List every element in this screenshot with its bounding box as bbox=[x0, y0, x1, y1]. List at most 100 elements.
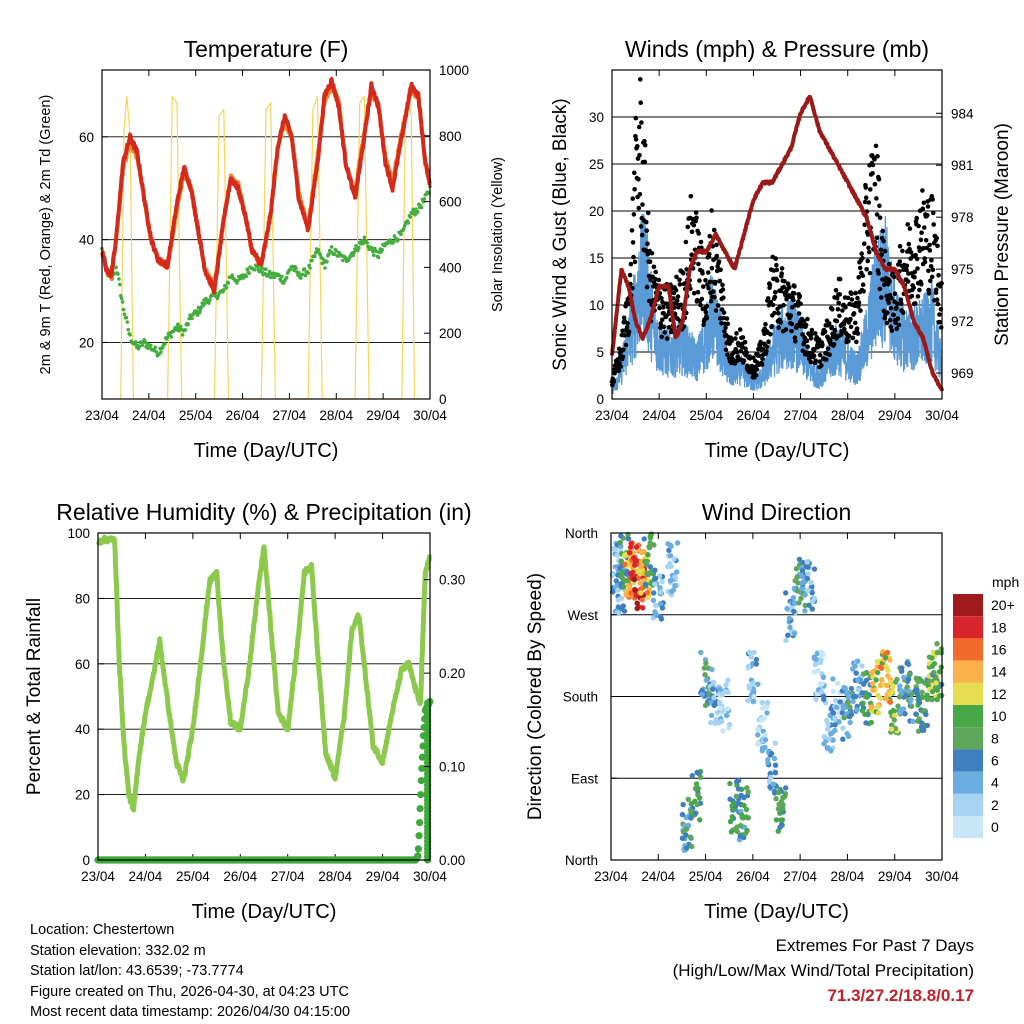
y-axis-label: Sonic Wind & Gust (Blue, Black) bbox=[550, 98, 571, 370]
x-tick-label: 23/04 bbox=[81, 869, 115, 884]
y-tick-label: 80 bbox=[75, 591, 90, 606]
x-tick-label: 25/04 bbox=[176, 869, 210, 884]
gust-point bbox=[929, 258, 934, 263]
gust-point bbox=[721, 295, 726, 301]
dewpoint-point bbox=[422, 197, 427, 201]
dewpoint-point bbox=[118, 294, 123, 298]
direction-point bbox=[809, 590, 815, 596]
gust-point bbox=[718, 267, 723, 273]
gust-point bbox=[800, 332, 805, 337]
direction-point bbox=[804, 559, 810, 565]
gust-point bbox=[653, 269, 658, 275]
gust-point bbox=[737, 327, 743, 332]
gust-point bbox=[828, 338, 833, 343]
gust-point bbox=[798, 301, 803, 307]
dewpoint-point bbox=[154, 350, 159, 354]
dewpoint-point bbox=[374, 249, 379, 254]
y2-tick-label: 969 bbox=[951, 366, 974, 381]
direction-point bbox=[888, 679, 894, 686]
direction-point bbox=[614, 552, 620, 558]
colorbar-label: 6 bbox=[991, 753, 999, 769]
gust-point bbox=[877, 203, 882, 209]
direction-point bbox=[811, 566, 818, 572]
gust-point bbox=[712, 295, 717, 300]
direction-point bbox=[751, 688, 757, 695]
direction-point bbox=[791, 600, 798, 606]
dewpoint-point bbox=[408, 215, 413, 219]
gust-point bbox=[823, 357, 829, 362]
gust-point bbox=[866, 200, 872, 205]
gust-point bbox=[636, 205, 642, 211]
dewpoint-point bbox=[122, 312, 127, 317]
dewpoint-point bbox=[159, 350, 163, 354]
direction-point bbox=[695, 785, 701, 792]
gust-point bbox=[834, 295, 840, 301]
direction-point bbox=[855, 687, 862, 693]
direction-point bbox=[891, 708, 897, 715]
x-tick-label: 28/04 bbox=[319, 408, 353, 423]
direction-point bbox=[776, 801, 782, 807]
direction-point bbox=[902, 711, 908, 717]
gust-point bbox=[659, 296, 664, 301]
direction-point bbox=[647, 535, 654, 541]
dewpoint-point bbox=[169, 335, 174, 339]
dewpoint-point bbox=[163, 342, 167, 346]
x-tick-label: 30/04 bbox=[413, 408, 447, 423]
gust-point bbox=[694, 215, 699, 221]
latlon-text: Station lat/lon: 43.6539; -73.7774 bbox=[30, 963, 244, 979]
gust-point bbox=[632, 259, 638, 265]
gust-point bbox=[849, 297, 855, 302]
direction-point bbox=[762, 732, 768, 738]
direction-point bbox=[652, 581, 658, 587]
gust-point bbox=[888, 305, 894, 311]
gust-point bbox=[872, 156, 877, 162]
direction-point bbox=[712, 720, 718, 726]
direction-point bbox=[850, 666, 856, 672]
direction-point bbox=[639, 597, 645, 603]
gust-point bbox=[856, 275, 861, 280]
gust-point bbox=[842, 326, 847, 332]
gust-point bbox=[767, 282, 773, 288]
direction-point bbox=[659, 605, 666, 611]
gust-point bbox=[706, 285, 711, 291]
dewpoint-point bbox=[128, 333, 132, 337]
y-tick-label: West bbox=[567, 608, 598, 623]
colorbar-swatch bbox=[953, 793, 983, 816]
direction-point bbox=[817, 659, 823, 666]
dewpoint-point bbox=[247, 271, 251, 276]
direction-point bbox=[812, 661, 819, 668]
direction-point bbox=[711, 694, 717, 701]
dewpoint-point bbox=[124, 315, 129, 320]
direction-point bbox=[638, 590, 644, 596]
direction-point bbox=[631, 576, 638, 583]
gust-point bbox=[774, 278, 780, 283]
gust-point bbox=[632, 187, 637, 192]
colorbar-label: 8 bbox=[991, 730, 999, 746]
direction-point bbox=[711, 702, 717, 708]
direction-point bbox=[888, 726, 895, 732]
speed-colorbar: mph 20+ 18 16 14 12 10 8 6 4 2 0 bbox=[953, 574, 1019, 839]
gust-point bbox=[819, 363, 824, 368]
direction-point bbox=[620, 584, 627, 590]
y2-tick-label: 1000 bbox=[439, 63, 469, 78]
direction-point bbox=[745, 697, 751, 704]
colorbar-label: 0 bbox=[991, 819, 999, 835]
gust-point bbox=[804, 338, 810, 344]
direction-point bbox=[708, 719, 714, 726]
direction-point bbox=[830, 709, 836, 716]
gust-point bbox=[631, 254, 636, 260]
direction-point bbox=[884, 682, 890, 688]
direction-point bbox=[889, 684, 896, 690]
gust-point bbox=[813, 358, 818, 364]
dewpoint-point bbox=[321, 257, 326, 261]
y-tick-label: 15 bbox=[589, 251, 604, 266]
gust-point bbox=[740, 335, 746, 340]
direction-point bbox=[708, 712, 715, 719]
direction-point bbox=[725, 677, 731, 683]
gust-point bbox=[649, 250, 655, 256]
x-tick-label: 29/04 bbox=[878, 869, 912, 884]
gust-point bbox=[913, 252, 918, 258]
direction-point bbox=[931, 661, 938, 667]
direction-point bbox=[790, 595, 797, 601]
gust-point bbox=[853, 290, 858, 296]
